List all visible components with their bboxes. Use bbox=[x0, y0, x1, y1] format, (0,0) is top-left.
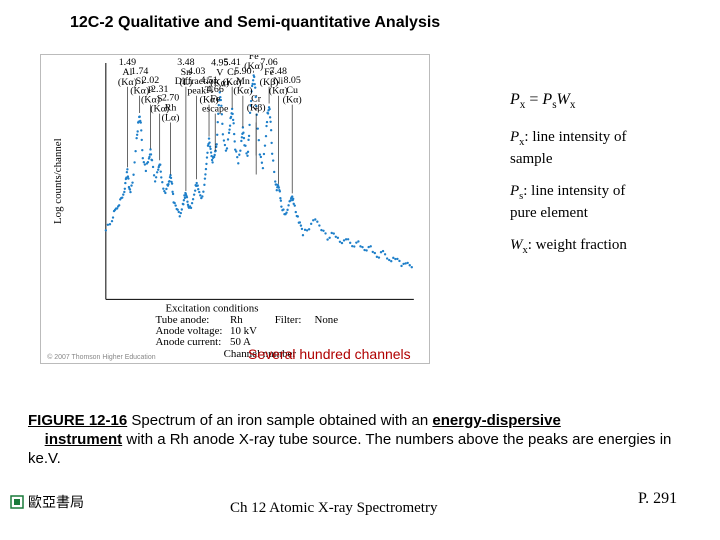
publisher-mark: 歐亞書局 bbox=[10, 492, 84, 512]
svg-text:Filter:: Filter: bbox=[275, 314, 302, 326]
caption-text-2: with a Rh anode X-ray tube source. The n… bbox=[28, 431, 671, 467]
svg-text:© 2007 Thomson Higher Educatio: © 2007 Thomson Higher Education bbox=[47, 353, 155, 361]
figure-label: FIGURE 12-16 bbox=[28, 412, 127, 429]
spectrum-chart: Log counts/channelChannel number© 2007 T… bbox=[40, 54, 430, 364]
spectrum-svg: Log counts/channelChannel number© 2007 T… bbox=[41, 55, 429, 363]
svg-text:escape: escape bbox=[202, 104, 229, 115]
svg-text:None: None bbox=[314, 314, 338, 326]
caption-instrument: instrument bbox=[45, 431, 123, 448]
chapter-label: Ch 12 Atomic X-ray Spectrometry bbox=[230, 500, 437, 517]
svg-text:Log counts/channel: Log counts/channel bbox=[52, 138, 64, 224]
svg-text:Anode current:: Anode current: bbox=[156, 336, 222, 348]
figure-caption: FIGURE 12-16 Spectrum of an iron sample … bbox=[28, 412, 698, 468]
page-number: P. 291 bbox=[638, 490, 677, 508]
publisher-text: 歐亞書局 bbox=[28, 492, 84, 512]
equation-annotation: Ps: line intensity ofpure element bbox=[510, 182, 625, 222]
svg-text:(Kα): (Kα) bbox=[283, 95, 302, 106]
svg-text:Excitation conditions: Excitation conditions bbox=[165, 302, 258, 314]
equation-annotation: Wx: weight fraction bbox=[510, 236, 627, 258]
equation-annotation: Px: line intensity ofsample bbox=[510, 128, 627, 168]
svg-text:(Lα): (Lα) bbox=[162, 113, 180, 124]
caption-text-1: Spectrum of an iron sample obtained with… bbox=[131, 412, 432, 429]
publisher-icon bbox=[10, 495, 24, 509]
section-title: 12C-2 Qualitative and Semi-quantitative … bbox=[70, 14, 440, 32]
svg-text:(Kβ): (Kβ) bbox=[247, 103, 266, 114]
caption-energy-dispersive: energy-dispersive bbox=[432, 412, 560, 429]
channels-note: Several hundred channels bbox=[248, 346, 411, 362]
svg-text:(Kα): (Kα) bbox=[233, 86, 252, 97]
equation-annotation: Px = PsWx bbox=[510, 90, 575, 113]
